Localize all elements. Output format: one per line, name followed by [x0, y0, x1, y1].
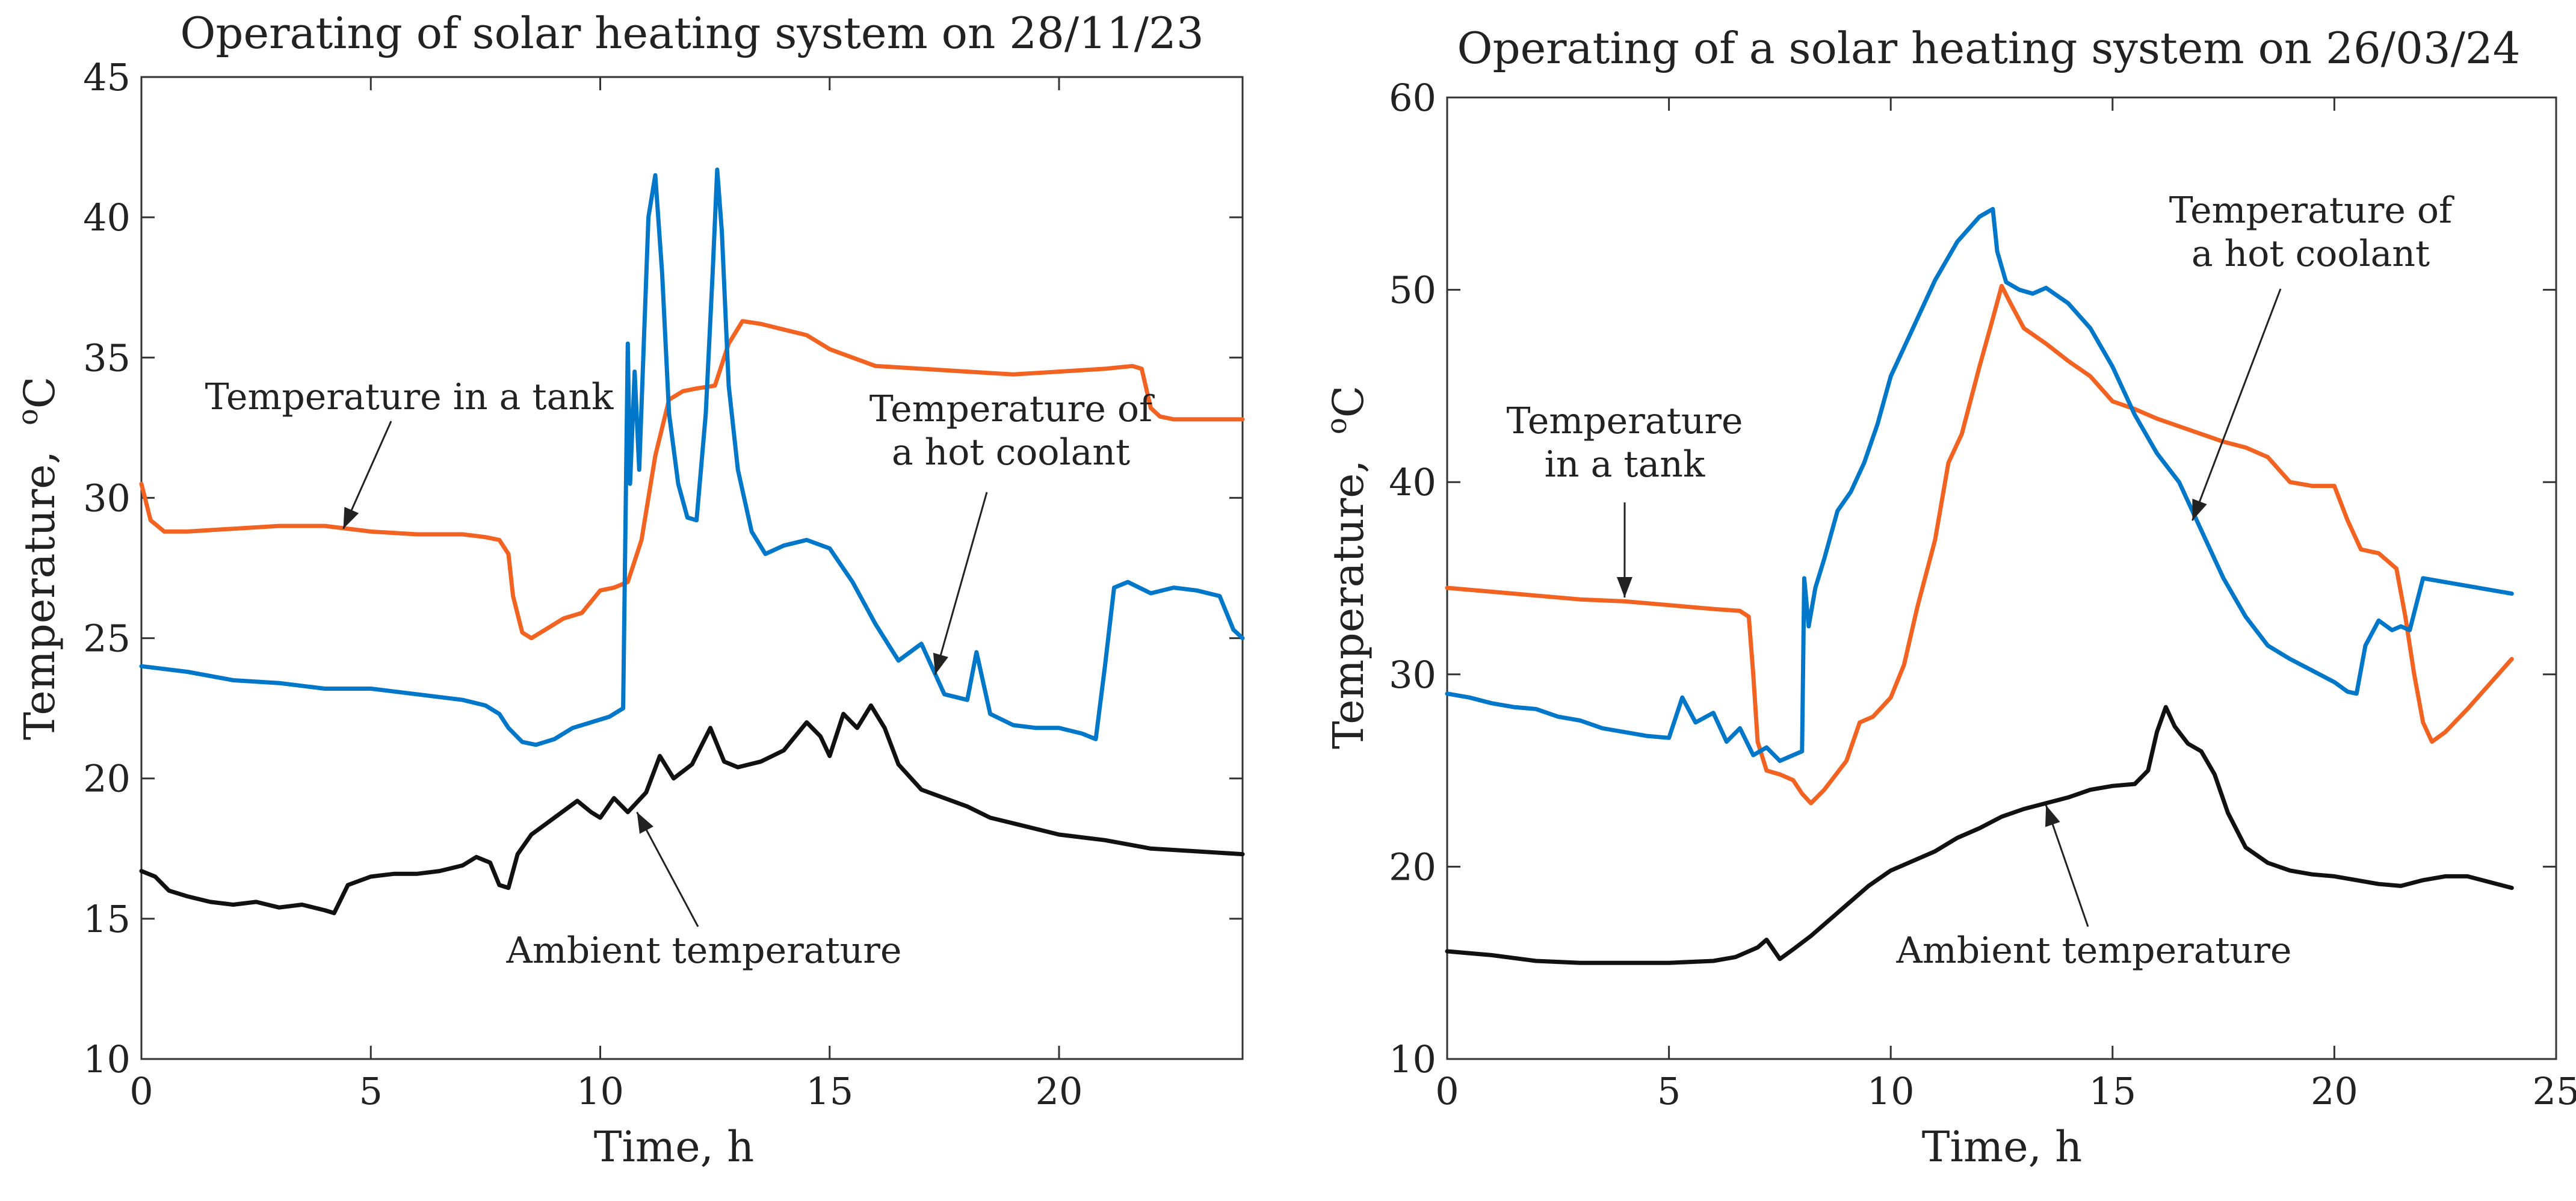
- annotation-line: a hot coolant: [892, 431, 1130, 474]
- annotation-line: Ambient temperature: [1896, 930, 2292, 972]
- unit-letter: C: [15, 377, 64, 409]
- series-line-ambient-temperature: [1447, 707, 2512, 963]
- chart-title: Operating of solar heating system on 28/…: [180, 8, 1203, 58]
- y-tick-label: 20: [83, 757, 131, 801]
- annotation-line: Temperature of: [2169, 190, 2454, 232]
- annotation-line: a hot coolant: [2191, 233, 2430, 275]
- y-tick-label: 60: [1389, 76, 1436, 120]
- x-tick-label: 20: [2311, 1069, 2358, 1113]
- y-axis-label: Temperature, oC: [11, 377, 64, 740]
- annotation-label: Temperature in a tank: [205, 376, 614, 418]
- x-tick-label: 20: [1036, 1069, 1083, 1113]
- chart-right: Operating of a solar heating system on 2…: [1320, 23, 2576, 1172]
- x-axis-label: Time, h: [1922, 1122, 2082, 1172]
- y-axis-label-text: Temperature,: [1324, 460, 1373, 749]
- annotation-line: Temperature in a tank: [205, 376, 614, 418]
- annotation-label: Ambient temperature: [1896, 930, 2292, 972]
- series-group: [141, 170, 1243, 913]
- y-tick-label: 35: [83, 336, 131, 380]
- annotation-arrowhead: [344, 507, 359, 528]
- series-line-temperature-in-a-tank: [1447, 286, 2512, 803]
- annotation-arrowhead: [933, 653, 948, 675]
- y-tick-label: 10: [1389, 1037, 1436, 1081]
- y-tick-label: 45: [83, 55, 131, 99]
- series-group: [1447, 209, 2512, 963]
- y-tick-label: 50: [1389, 268, 1436, 312]
- x-tick-label: 10: [1867, 1069, 1915, 1113]
- annotation-line: in a tank: [1545, 443, 1705, 486]
- x-tick-label: 0: [129, 1069, 153, 1113]
- annotation-arrowhead: [2045, 805, 2060, 827]
- chart-left: Operating of solar heating system on 28/…: [11, 8, 1243, 1172]
- x-tick-label: 5: [359, 1069, 383, 1113]
- x-axis-label: Time, h: [594, 1122, 754, 1172]
- y-axis-unit: oC: [1320, 386, 1373, 434]
- unit-letter: C: [1324, 386, 1373, 418]
- x-tick-label: 15: [2089, 1069, 2136, 1113]
- annotation-arrowhead: [2192, 499, 2207, 520]
- annotation-line: Ambient temperature: [506, 930, 902, 972]
- y-axis-unit: oC: [11, 377, 64, 425]
- y-tick-label: 30: [1389, 653, 1436, 697]
- x-tick-label: 5: [1657, 1069, 1681, 1113]
- x-tick-label: 15: [806, 1069, 853, 1113]
- y-axis-label-text: Temperature,: [15, 451, 64, 740]
- x-tick-label: 0: [1435, 1069, 1459, 1113]
- y-tick-label: 20: [1389, 845, 1436, 889]
- y-tick-label: 40: [83, 196, 131, 239]
- x-tick-label: 10: [576, 1069, 624, 1113]
- annotation-line: Temperature of: [869, 388, 1155, 430]
- x-tick-label: 25: [2533, 1069, 2576, 1113]
- annotation-line: Temperature: [1506, 400, 1743, 442]
- annotation-arrowhead: [1617, 577, 1632, 597]
- annotation-arrow: [2192, 289, 2281, 520]
- annotation-arrowhead: [637, 812, 654, 834]
- y-tick-label: 40: [1389, 460, 1436, 504]
- y-tick-label: 30: [83, 476, 131, 520]
- degree-sign: o: [11, 409, 44, 425]
- degree-sign: o: [1320, 418, 1353, 434]
- annotation-label: Ambient temperature: [506, 930, 902, 972]
- annotation-arrow: [935, 492, 987, 675]
- y-tick-label: 25: [83, 617, 131, 661]
- y-axis-label: Temperature, oC: [1320, 386, 1373, 749]
- plot-frame: [141, 77, 1243, 1059]
- series-line-ambient-temperature: [141, 706, 1243, 913]
- series-line-temperature-in-a-tank: [141, 321, 1243, 638]
- y-tick-label: 15: [83, 897, 131, 941]
- chart-title: Operating of a solar heating system on 2…: [1457, 23, 2520, 73]
- y-tick-label: 10: [83, 1037, 131, 1081]
